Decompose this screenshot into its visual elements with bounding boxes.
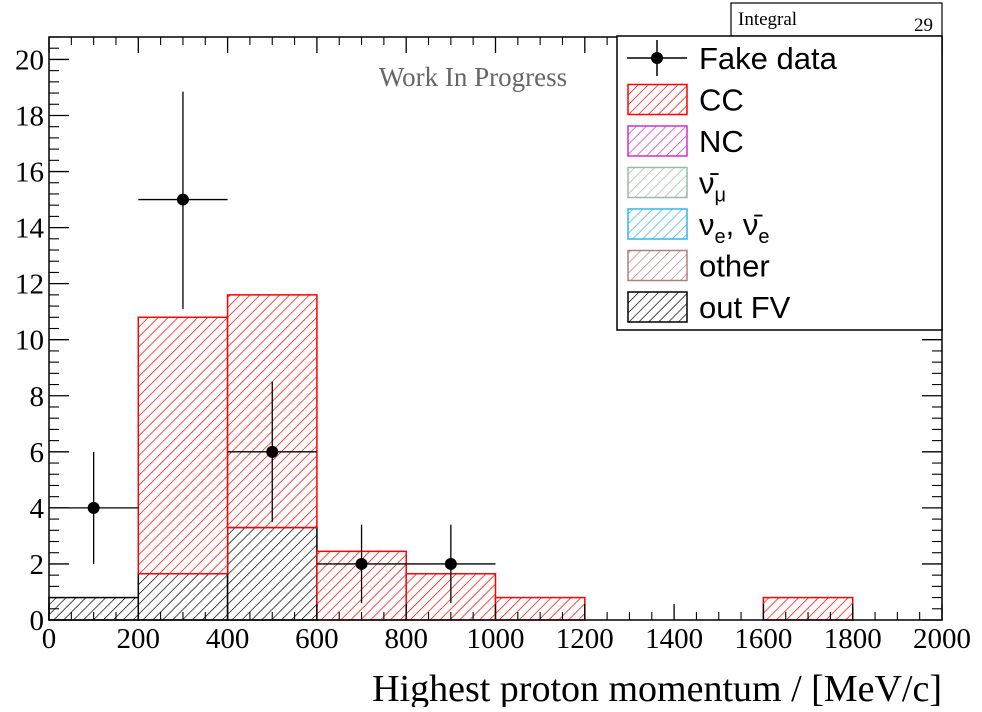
x-tick-label: 800 (384, 623, 428, 655)
legend-label: CC (699, 83, 744, 118)
x-tick-label: 1800 (824, 623, 882, 655)
legend-entry-nc: NC (627, 124, 744, 159)
x-tick-label: 2000 (913, 623, 971, 655)
legend-label: other (699, 249, 770, 284)
integral-stats-box: Integral 29 (730, 2, 943, 37)
x-tick-label: 1000 (467, 623, 525, 655)
y-tick-label: 4 (30, 493, 45, 525)
legend-entry-out-fv: out FV (627, 290, 791, 325)
work-in-progress-annotation: Work In Progress (379, 62, 567, 92)
legend-label: ν̄μ (699, 166, 726, 207)
legend-entry-other: other (627, 249, 770, 284)
legend-marker-dot (651, 52, 663, 64)
stats-label: Integral (738, 9, 797, 30)
legend-label: νe, ν̄e (699, 207, 769, 248)
legend-swatch (627, 291, 688, 323)
stats-value: 29 (914, 15, 933, 36)
x-tick-label: 1600 (734, 623, 792, 655)
legend-swatch (627, 125, 688, 157)
y-tick-label: 2 (30, 549, 45, 581)
data-point (266, 445, 279, 458)
legend-entry-e-e: νe, ν̄e (627, 207, 769, 248)
data-point (176, 193, 189, 206)
legend-swatch (627, 208, 688, 240)
x-tick-label: 1200 (556, 623, 614, 655)
y-tick-label: 10 (15, 325, 44, 357)
legend-label: NC (699, 124, 744, 159)
y-tick-label: 12 (15, 269, 44, 301)
legend-swatch (627, 166, 688, 199)
bar-out-fv (226, 526, 318, 621)
x-tick-label: 600 (295, 623, 339, 655)
y-tick-label: 14 (15, 213, 45, 245)
legend-entry-entry3: ν̄μ (627, 166, 726, 207)
legend-swatch (627, 249, 688, 282)
legend-label: Fake data (699, 41, 838, 76)
data-points-layer (49, 91, 496, 604)
legend-entry-fake-data: Fake data (627, 40, 838, 76)
x-tick-label: 200 (117, 623, 161, 655)
x-axis-label: Highest proton momentum / [MeV/c] (372, 668, 942, 707)
legend-entry-cc: CC (627, 83, 744, 118)
x-tick-label: 1400 (645, 623, 703, 655)
y-tick-label: 16 (15, 157, 44, 189)
y-tick-label: 18 (15, 100, 44, 132)
y-tick-label: 8 (30, 381, 45, 413)
y-tick-label: 0 (30, 605, 45, 637)
data-point (87, 501, 100, 514)
x-tick-label: 0 (42, 623, 57, 655)
y-tick-label: 6 (30, 437, 45, 469)
y-tick-label: 20 (15, 44, 44, 76)
data-point (355, 557, 368, 570)
data-point (444, 557, 457, 570)
bar-cc (137, 316, 229, 575)
legend-swatch (627, 83, 688, 116)
x-tick-label: 400 (206, 623, 250, 655)
legend-label: out FV (699, 290, 791, 325)
